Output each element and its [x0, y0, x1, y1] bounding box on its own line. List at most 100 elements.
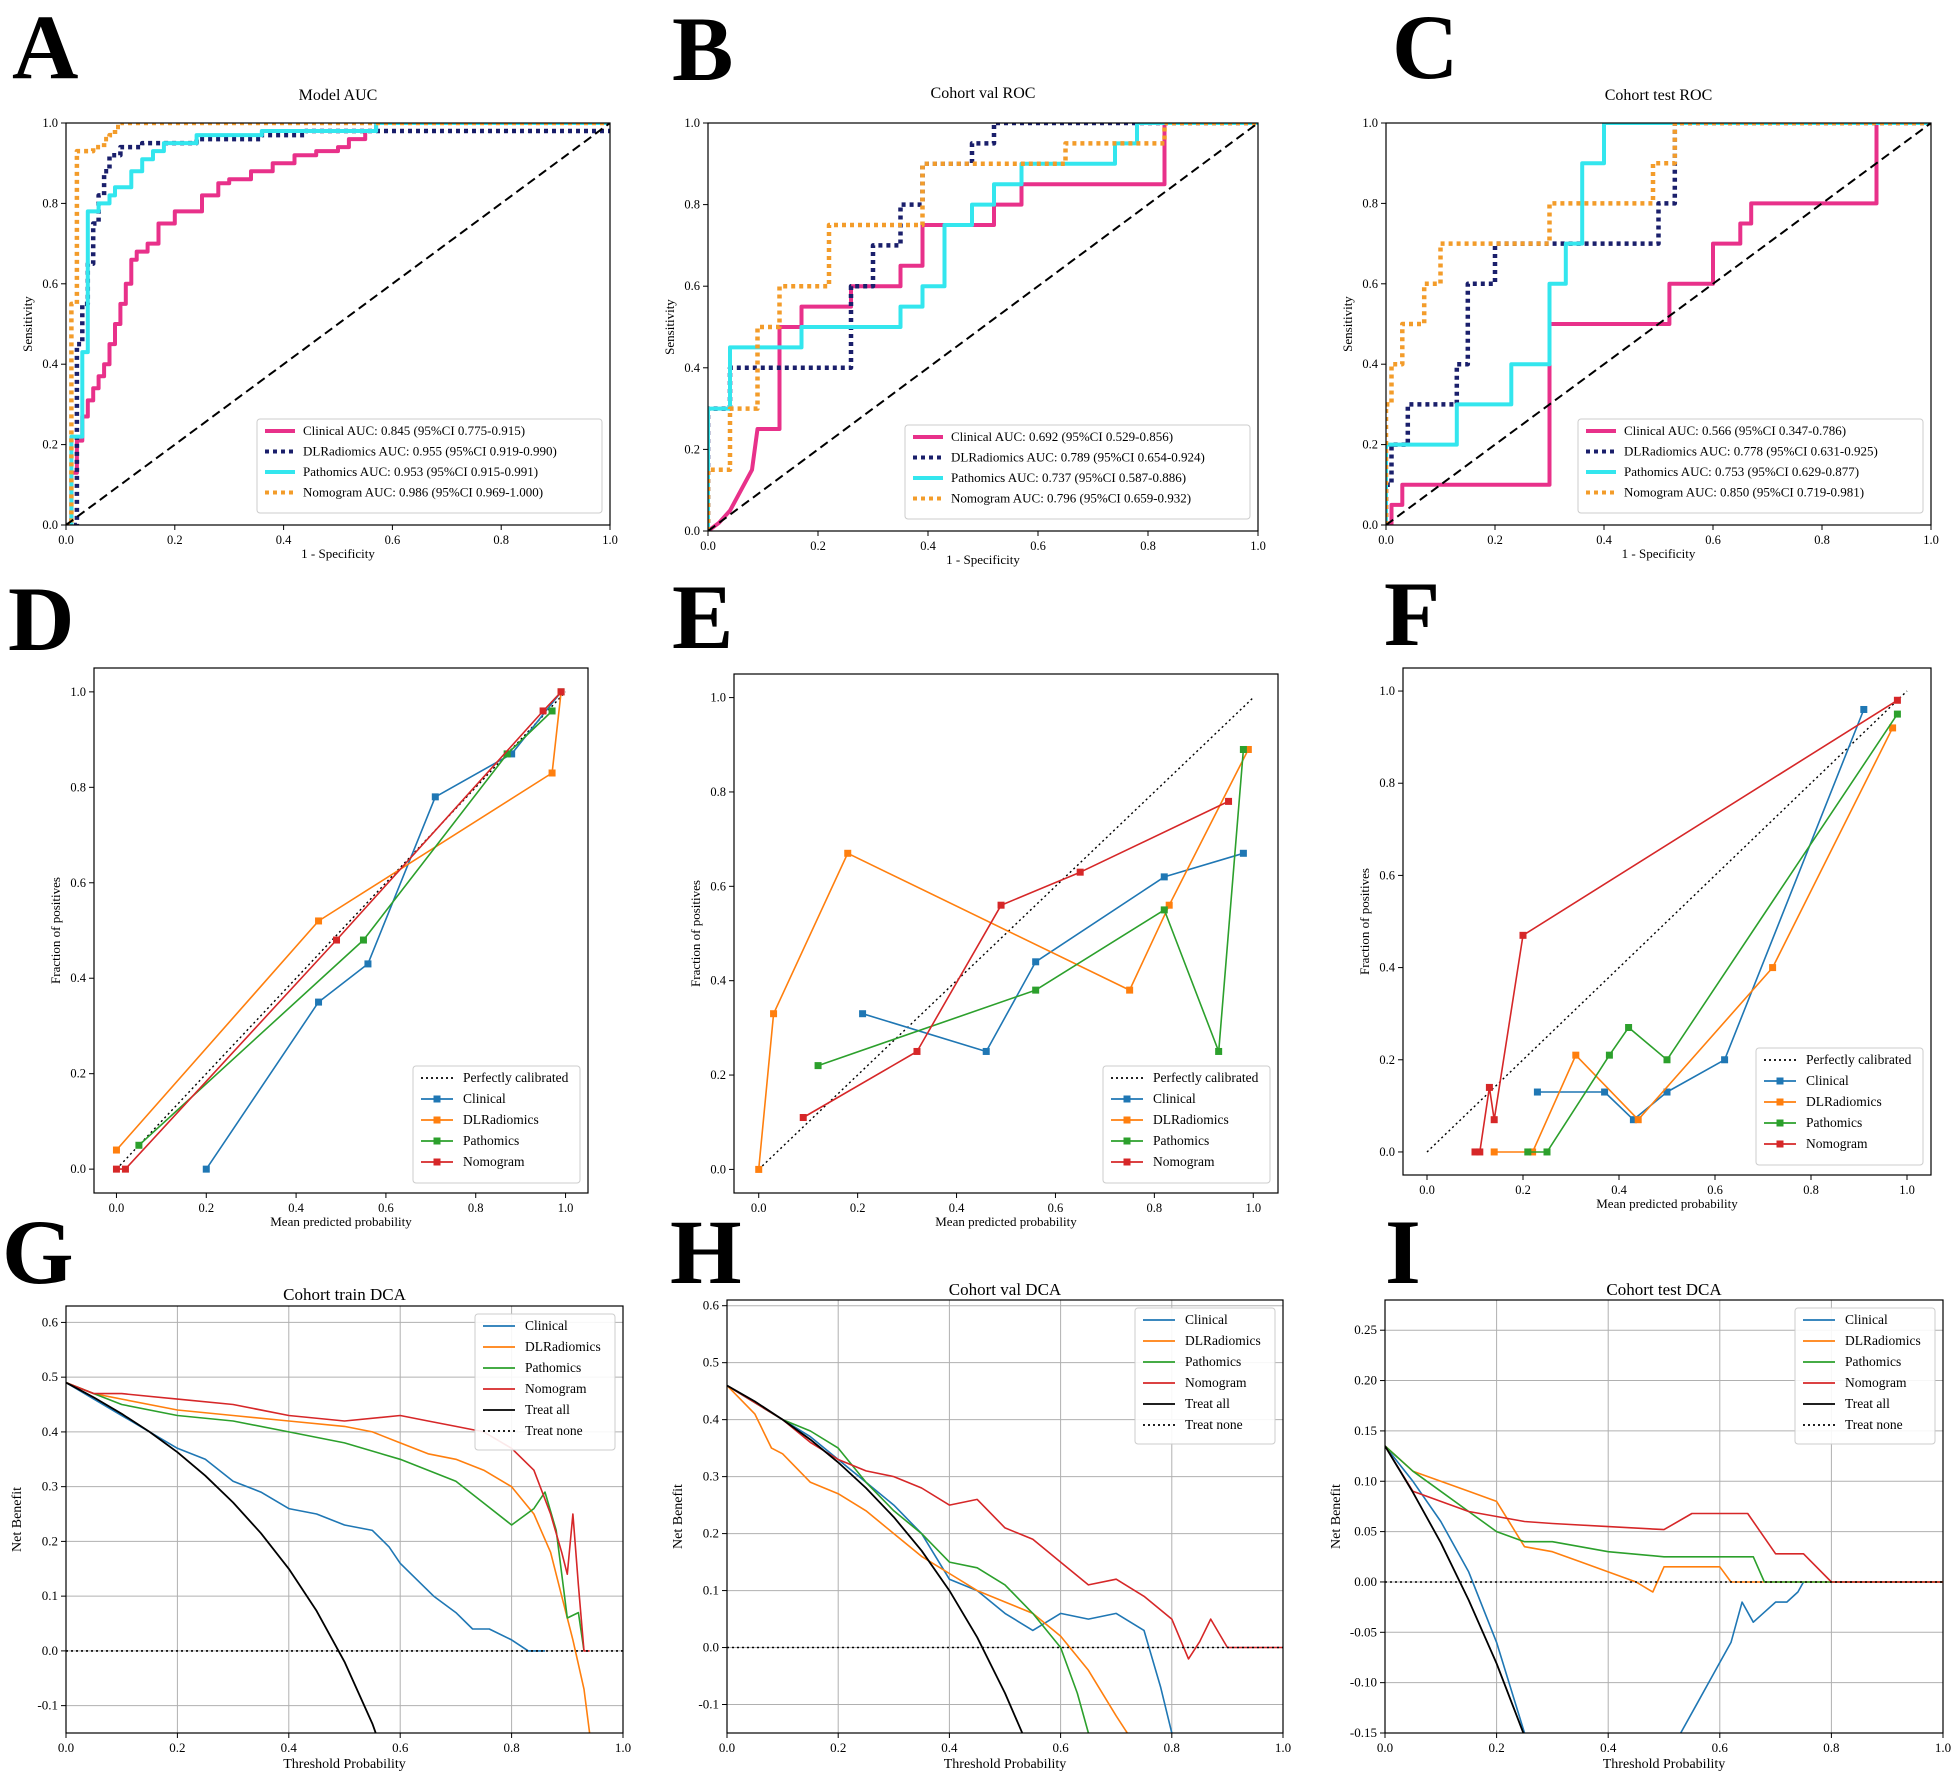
series-point-nomogram	[1476, 1148, 1484, 1156]
x-tick-label: 1.0	[1923, 533, 1939, 547]
legend-marker	[433, 1137, 441, 1145]
series-line-clinical	[708, 123, 1258, 531]
y-tick-label: 0.0	[42, 1643, 58, 1658]
x-tick-label: 0.4	[949, 1201, 965, 1215]
legend-label: Clinical	[463, 1091, 506, 1106]
x-tick-label: 0.6	[1030, 539, 1046, 553]
series-point-nomogram	[539, 707, 547, 715]
series-point-pathomics	[1032, 986, 1040, 994]
y-tick-label: 0.3	[42, 1479, 58, 1494]
y-tick-label: 0.05	[1354, 1524, 1377, 1539]
legend-label: Pathomics AUC: 0.737 (95%CI 0.587-0.886)	[951, 470, 1186, 485]
x-tick-label: 0.6	[378, 1201, 394, 1215]
legend-marker	[1776, 1077, 1784, 1085]
series-point-dlradiomics	[1769, 964, 1777, 972]
x-tick-label: 0.4	[288, 1201, 304, 1215]
legend-label: Pathomics	[1806, 1115, 1862, 1130]
series-point-pathomics	[1605, 1051, 1613, 1059]
series-point-clinical	[431, 793, 439, 801]
x-tick-label: 1.0	[1935, 1740, 1951, 1755]
panel-letter: B	[672, 0, 733, 100]
x-tick-label: 0.6	[385, 533, 401, 547]
panel-c: C Cohort test ROC 0.0 0.2 0.4 0.6 0.8 1.0 0.0 0.2…	[1340, 0, 1939, 561]
legend-label: Clinical	[525, 1318, 568, 1333]
series-line-diagonal	[708, 123, 1258, 531]
x-tick-label: 0.4	[1596, 533, 1612, 547]
x-tick-label: 1.0	[602, 533, 618, 547]
legend-label: DLRadiomics	[1845, 1333, 1921, 1348]
axes-frame	[733, 673, 1279, 1194]
y-tick-label: 0.4	[1379, 961, 1395, 975]
x-tick-label: 0.4	[1611, 1183, 1627, 1197]
series-line-perfectly	[1426, 690, 1908, 1153]
axes-frame	[726, 1299, 1284, 1734]
series-line-nomogram	[708, 123, 1258, 531]
series-line-treat	[66, 1381, 377, 1733]
x-tick-label: 0.6	[1707, 1183, 1723, 1197]
y-axis-label: Fraction of positives	[1357, 868, 1372, 975]
series-point-dlradiomics	[1165, 901, 1173, 909]
y-tick-label: 0.8	[70, 780, 86, 794]
x-tick-label: 0.0	[58, 1740, 74, 1755]
series-point-clinical	[1032, 958, 1040, 966]
y-tick-label: 0.4	[42, 1424, 59, 1439]
y-tick-label: 0.8	[42, 196, 58, 210]
series-line-diagonal	[66, 123, 610, 525]
x-tick-label: 0.6	[1712, 1740, 1729, 1755]
y-tick-label: 0.8	[684, 198, 700, 212]
legend: Clinical DLRadiomics Pathomics Nomogram Trea…	[1134, 1307, 1276, 1445]
legend: Clinical DLRadiomics Pathomics Nomogram Trea…	[474, 1313, 616, 1451]
y-tick-label: 1.0	[710, 691, 726, 705]
y-axis-label: Fraction of positives	[688, 880, 703, 987]
x-tick-label: 0.0	[751, 1201, 767, 1215]
series-point-dlradiomics	[1634, 1116, 1642, 1124]
legend-marker	[1123, 1137, 1131, 1145]
y-tick-label: 0.8	[710, 785, 726, 799]
series-point-nomogram	[799, 1114, 807, 1122]
axes-frame	[707, 122, 1259, 532]
x-axis-label: Threshold Probability	[944, 1757, 1067, 1772]
series-point-pathomics	[1543, 1148, 1551, 1156]
series-point-pathomics	[1625, 1024, 1633, 1032]
legend-label: Clinical	[1185, 1312, 1228, 1327]
legend-marker	[1776, 1140, 1784, 1148]
y-axis-label: Net Benefit	[671, 1484, 686, 1549]
x-tick-label: 0.6	[1048, 1201, 1064, 1215]
legend: Clinical AUC: 0.845 (95%CI 0.775-0.915) D…	[256, 418, 603, 514]
series-line-nomogram	[1385, 1445, 1943, 1583]
x-tick-label: 1.0	[615, 1740, 631, 1755]
y-tick-label: 0.2	[1362, 438, 1378, 452]
series-line-dlradiomics	[66, 128, 610, 525]
y-tick-label: 1.0	[1362, 116, 1378, 130]
y-tick-label: 0.8	[1362, 196, 1378, 210]
series-point-dlradiomics	[770, 1010, 778, 1018]
legend-label: Clinical AUC: 0.692 (95%CI 0.529-0.856)	[951, 429, 1173, 444]
plot-area	[1426, 690, 1908, 1156]
series-line-perfectly	[115, 691, 567, 1170]
x-axis-label: Mean predicted probability	[1596, 1196, 1738, 1211]
series-point-pathomics	[135, 1141, 143, 1149]
series-line-clinical	[1385, 1445, 1526, 1733]
series-point-clinical	[202, 1165, 210, 1173]
series-point-pathomics	[814, 1062, 822, 1070]
series-point-dlradiomics	[1126, 986, 1134, 994]
x-tick-label: 0.0	[1378, 533, 1394, 547]
x-tick-label: 0.2	[830, 1740, 846, 1755]
series-line-dlradiomics	[757, 749, 1250, 1170]
legend-label: Clinical AUC: 0.566 (95%CI 0.347-0.786)	[1624, 423, 1846, 438]
x-tick-label: 0.0	[700, 539, 716, 553]
series-point-dlradiomics	[315, 917, 323, 925]
y-tick-label: 0.20	[1354, 1373, 1377, 1388]
x-tick-label: 0.2	[167, 533, 183, 547]
x-tick-label: 1.0	[1245, 1201, 1261, 1215]
chart-title: Cohort val ROC	[931, 85, 1036, 102]
series-point-clinical	[1239, 849, 1247, 857]
plot-area	[66, 1381, 623, 1733]
series-point-dlradiomics	[112, 1146, 120, 1154]
series-point-pathomics	[1524, 1148, 1532, 1156]
series-line-pathomics	[66, 123, 610, 525]
y-tick-label: 0.1	[42, 1588, 58, 1603]
y-tick-label: 0.4	[70, 971, 86, 985]
y-tick-label: -0.1	[698, 1697, 719, 1712]
